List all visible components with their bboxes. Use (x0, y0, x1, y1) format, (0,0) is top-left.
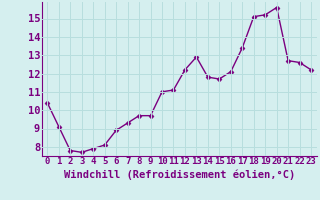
X-axis label: Windchill (Refroidissement éolien,°C): Windchill (Refroidissement éolien,°C) (64, 169, 295, 180)
